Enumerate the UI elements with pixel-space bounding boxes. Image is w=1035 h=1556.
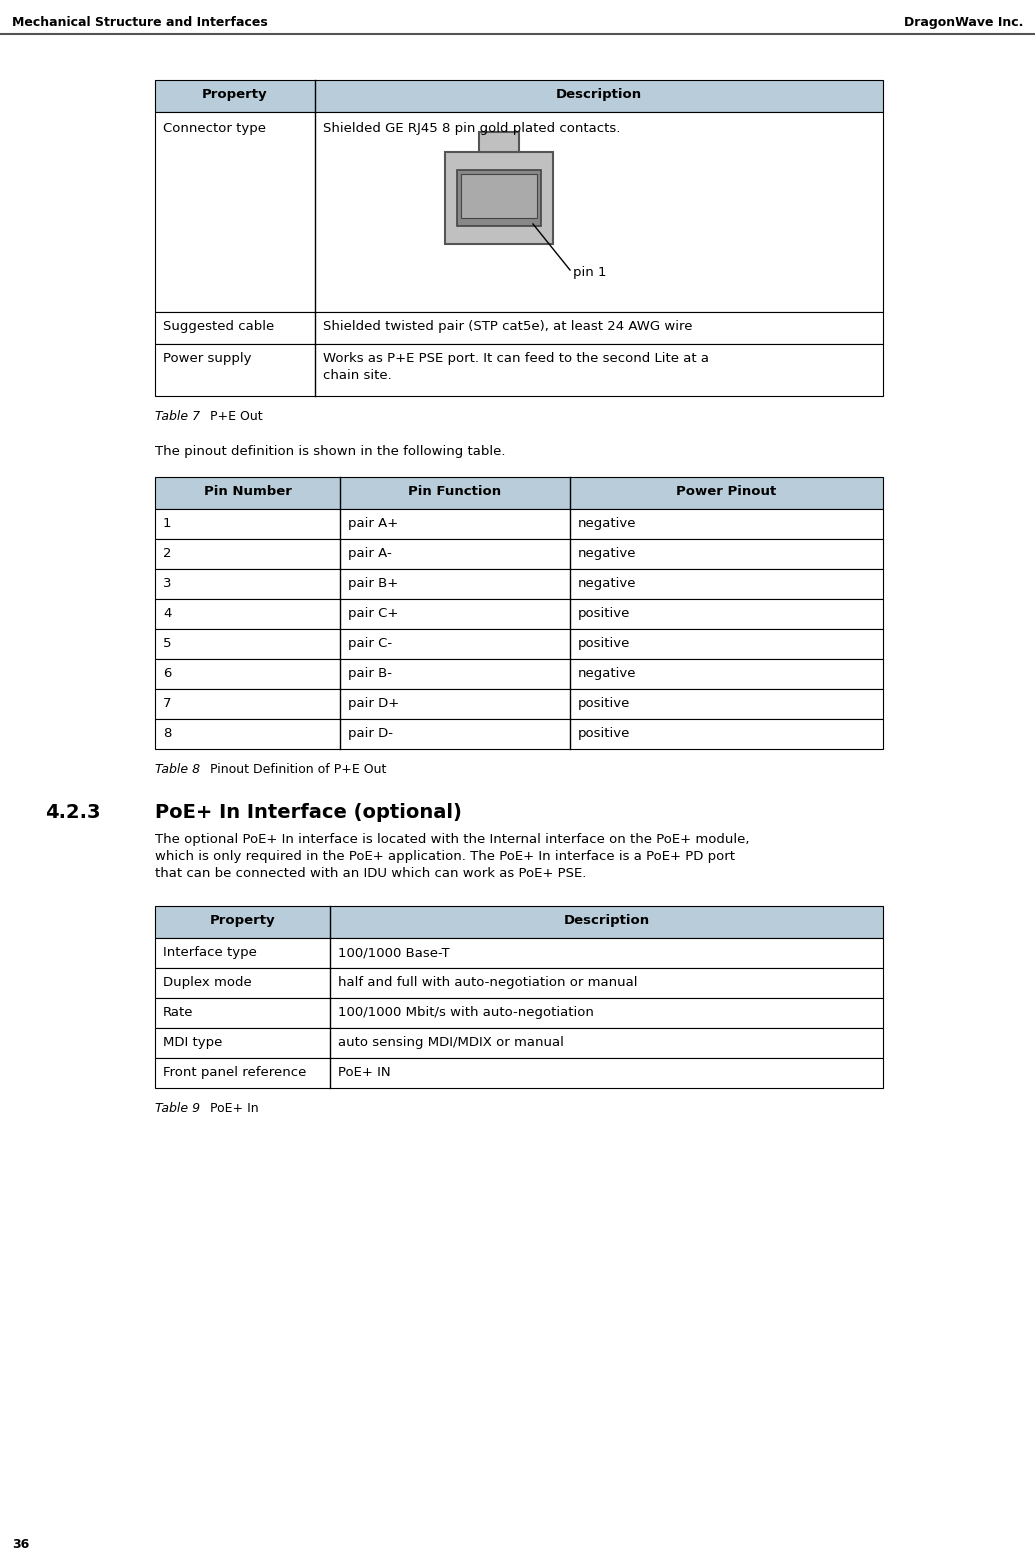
Bar — [457, 170, 541, 226]
Text: positive: positive — [578, 697, 630, 710]
Text: P+E Out: P+E Out — [210, 409, 263, 423]
Text: auto sensing MDI/MDIX or manual: auto sensing MDI/MDIX or manual — [338, 1036, 564, 1049]
Text: negative: negative — [578, 548, 637, 560]
Bar — [155, 938, 883, 968]
Bar — [445, 152, 553, 244]
Text: Pinout Definition of P+E Out: Pinout Definition of P+E Out — [210, 762, 386, 776]
Text: 2: 2 — [162, 548, 172, 560]
Text: PoE+ In Interface (optional): PoE+ In Interface (optional) — [155, 803, 462, 822]
Bar — [155, 478, 883, 509]
Bar — [155, 1029, 883, 1058]
Bar — [155, 719, 883, 748]
Text: 1: 1 — [162, 517, 172, 531]
Text: Table 9: Table 9 — [155, 1102, 200, 1116]
Text: 100/1000 Mbit/s with auto-negotiation: 100/1000 Mbit/s with auto-negotiation — [338, 1007, 594, 1019]
Bar — [155, 906, 883, 938]
Text: Front panel reference: Front panel reference — [162, 1066, 306, 1078]
Text: Duplex mode: Duplex mode — [162, 976, 252, 990]
Text: pair B-: pair B- — [348, 668, 392, 680]
Text: negative: negative — [578, 668, 637, 680]
Text: 5: 5 — [162, 636, 172, 650]
Bar — [155, 79, 883, 112]
Text: Power supply: Power supply — [162, 352, 252, 366]
Text: Connector type: Connector type — [162, 121, 266, 135]
Text: 4.2.3: 4.2.3 — [45, 803, 100, 822]
Bar — [155, 569, 883, 599]
Bar — [479, 132, 519, 152]
Text: Table 7: Table 7 — [155, 409, 200, 423]
Text: DragonWave Inc.: DragonWave Inc. — [904, 16, 1023, 30]
Text: Works as P+E PSE port. It can feed to the second Lite at a: Works as P+E PSE port. It can feed to th… — [323, 352, 709, 366]
Text: which is only required in the PoE+ application. The PoE+ In interface is a PoE+ : which is only required in the PoE+ appli… — [155, 850, 735, 864]
Text: Pin Number: Pin Number — [204, 485, 292, 498]
Text: The pinout definition is shown in the following table.: The pinout definition is shown in the fo… — [155, 445, 505, 457]
Text: Description: Description — [563, 913, 650, 927]
Bar — [155, 313, 883, 344]
Text: positive: positive — [578, 727, 630, 741]
Text: Shielded twisted pair (STP cat5e), at least 24 AWG wire: Shielded twisted pair (STP cat5e), at le… — [323, 321, 692, 333]
Bar — [461, 174, 537, 218]
Bar — [155, 997, 883, 1029]
Text: Table 8: Table 8 — [155, 762, 200, 776]
Text: pin 1: pin 1 — [573, 266, 607, 279]
Text: pair D+: pair D+ — [348, 697, 400, 710]
Text: pair A+: pair A+ — [348, 517, 398, 531]
Text: pair A-: pair A- — [348, 548, 392, 560]
Text: 6: 6 — [162, 668, 172, 680]
Bar — [155, 629, 883, 660]
Text: pair C+: pair C+ — [348, 607, 398, 619]
Text: Suggested cable: Suggested cable — [162, 321, 274, 333]
Text: MDI type: MDI type — [162, 1036, 223, 1049]
Bar — [155, 344, 883, 395]
Bar — [155, 968, 883, 997]
Text: 7: 7 — [162, 697, 172, 710]
Text: 8: 8 — [162, 727, 172, 741]
Text: pair C-: pair C- — [348, 636, 392, 650]
Text: 36: 36 — [12, 1537, 29, 1551]
Bar — [155, 660, 883, 689]
Bar — [155, 112, 883, 313]
Text: Interface type: Interface type — [162, 946, 257, 958]
Bar — [155, 1058, 883, 1088]
Bar — [155, 689, 883, 719]
Text: 100/1000 Base-T: 100/1000 Base-T — [338, 946, 449, 958]
Text: half and full with auto-negotiation or manual: half and full with auto-negotiation or m… — [338, 976, 638, 990]
Text: PoE+ IN: PoE+ IN — [338, 1066, 390, 1078]
Text: Power Pinout: Power Pinout — [677, 485, 776, 498]
Text: Mechanical Structure and Interfaces: Mechanical Structure and Interfaces — [12, 16, 268, 30]
Text: pair D-: pair D- — [348, 727, 393, 741]
Bar — [155, 538, 883, 569]
Text: Shielded GE RJ45 8 pin gold plated contacts.: Shielded GE RJ45 8 pin gold plated conta… — [323, 121, 620, 135]
Text: pair B+: pair B+ — [348, 577, 398, 590]
Text: Pin Function: Pin Function — [409, 485, 502, 498]
Bar — [155, 509, 883, 538]
Text: that can be connected with an IDU which can work as PoE+ PSE.: that can be connected with an IDU which … — [155, 867, 587, 881]
Text: negative: negative — [578, 577, 637, 590]
Text: 3: 3 — [162, 577, 172, 590]
Text: Property: Property — [210, 913, 275, 927]
Text: positive: positive — [578, 607, 630, 619]
Text: Property: Property — [202, 89, 268, 101]
Text: chain site.: chain site. — [323, 369, 392, 383]
Text: The optional PoE+ In interface is located with the Internal interface on the PoE: The optional PoE+ In interface is locate… — [155, 832, 749, 846]
Text: Rate: Rate — [162, 1007, 194, 1019]
Text: 4: 4 — [162, 607, 172, 619]
Bar — [155, 599, 883, 629]
Text: positive: positive — [578, 636, 630, 650]
Text: Description: Description — [556, 89, 642, 101]
Text: PoE+ In: PoE+ In — [210, 1102, 259, 1116]
Text: negative: negative — [578, 517, 637, 531]
